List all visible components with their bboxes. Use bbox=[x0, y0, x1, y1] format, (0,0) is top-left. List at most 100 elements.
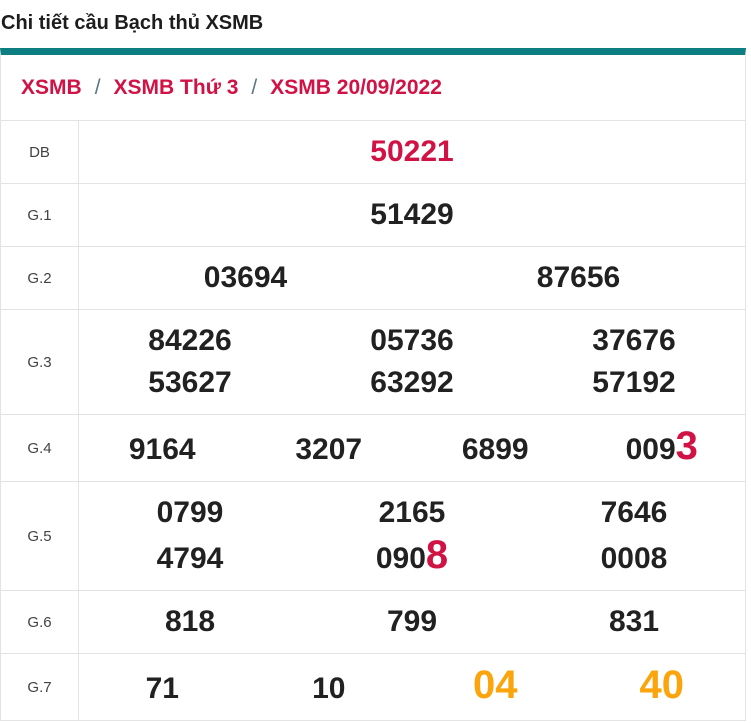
prize-value: 37676 bbox=[523, 322, 745, 360]
results-panel: XSMB / XSMB Thứ 3 / XSMB 20/09/2022 DB 50221 G… bbox=[0, 48, 746, 721]
prize-digit-group: 3207 bbox=[295, 433, 363, 466]
prize-value: 03694 bbox=[79, 259, 412, 297]
prize-digit-group: 009 bbox=[625, 433, 676, 466]
prize-row-label: G.4 bbox=[1, 415, 79, 481]
prize-line: 53627 63292 57192 bbox=[79, 364, 745, 402]
breadcrumb-link[interactable]: XSMB bbox=[21, 75, 82, 99]
prize-value: 799 bbox=[301, 603, 523, 641]
breadcrumb-separator: / bbox=[251, 75, 258, 99]
breadcrumb-link[interactable]: XSMB 20/09/2022 bbox=[270, 75, 442, 99]
prize-row-label: DB bbox=[1, 121, 79, 183]
prize-value: 84226 bbox=[79, 322, 301, 360]
prize-row-values: 84226 05736 37676 53627 63292 57192 bbox=[79, 310, 745, 414]
prize-value: 51429 bbox=[79, 196, 745, 234]
prize-digit-group: 04 bbox=[473, 663, 518, 707]
prize-digit-group: 4794 bbox=[156, 542, 224, 575]
prize-digit-group: 7646 bbox=[600, 496, 668, 529]
prize-digit-group: 0008 bbox=[600, 542, 668, 575]
prize-row: DB 50221 bbox=[1, 120, 745, 183]
prize-digit-group: 05736 bbox=[370, 324, 454, 357]
prize-row-values: 03694 87656 bbox=[79, 247, 745, 309]
prize-digit-group: 2165 bbox=[378, 496, 446, 529]
prize-row-label: G.7 bbox=[1, 654, 79, 720]
prize-value: 6899 bbox=[412, 431, 579, 469]
prize-row-values: 71 10 04 40 bbox=[79, 654, 745, 720]
prize-digit-group: 57192 bbox=[592, 366, 676, 399]
prize-digit-group: 0799 bbox=[156, 496, 224, 529]
prize-value: 05736 bbox=[301, 322, 523, 360]
page: Chi tiết cầu Bạch thủ XSMB XSMB / XSMB Thứ… bbox=[0, 11, 751, 721]
prize-digit-group: 37676 bbox=[592, 324, 676, 357]
prize-row-label: G.3 bbox=[1, 310, 79, 414]
prize-row: G.2 03694 87656 bbox=[1, 246, 745, 309]
prize-digit-group: 03694 bbox=[203, 261, 288, 294]
prize-value: 10 bbox=[246, 670, 413, 708]
prize-digit-group: 3 bbox=[675, 424, 698, 468]
prize-digit-group: 818 bbox=[164, 605, 216, 638]
prize-digit-group: 50221 bbox=[370, 135, 454, 168]
prize-line: 0799 2165 7646 bbox=[79, 494, 745, 532]
prize-row-values: 50221 bbox=[79, 121, 745, 183]
prize-value: 57192 bbox=[523, 364, 745, 402]
prize-digit-group: 84226 bbox=[148, 324, 232, 357]
prize-value: 40 bbox=[579, 663, 746, 708]
prize-digit-group: 831 bbox=[608, 605, 660, 638]
prize-row-values: 51429 bbox=[79, 184, 745, 246]
breadcrumb-link[interactable]: XSMB Thứ 3 bbox=[113, 75, 239, 99]
prize-line: 50221 bbox=[79, 133, 745, 171]
prize-value: 0093 bbox=[579, 424, 746, 469]
prize-value: 2165 bbox=[301, 494, 523, 532]
prize-digit-group: 10 bbox=[312, 672, 346, 705]
prize-value: 818 bbox=[79, 603, 301, 641]
prize-value: 4794 bbox=[79, 540, 301, 578]
prize-line: 71 10 04 40 bbox=[79, 663, 746, 708]
prize-value: 53627 bbox=[79, 364, 301, 402]
prize-digit-group: 51429 bbox=[370, 198, 454, 231]
prize-row-values: 0799 2165 7646 4794 0908 0008 bbox=[79, 482, 745, 590]
prize-digit-group: 6899 bbox=[461, 433, 529, 466]
prize-digit-group: 40 bbox=[639, 663, 685, 707]
prize-value: 71 bbox=[79, 670, 246, 708]
prize-digit-group: 87656 bbox=[536, 261, 621, 294]
prize-value: 63292 bbox=[301, 364, 523, 402]
prize-digit-group: 9164 bbox=[128, 433, 196, 466]
prize-row-values: 818 799 831 bbox=[79, 591, 745, 653]
prize-value: 9164 bbox=[79, 431, 246, 469]
prize-value: 0908 bbox=[301, 533, 523, 578]
prize-value: 04 bbox=[412, 663, 579, 708]
prize-row: G.3 84226 05736 37676 53627 63292 57192 bbox=[1, 309, 745, 414]
prize-value: 3207 bbox=[246, 431, 413, 469]
prize-line: 818 799 831 bbox=[79, 603, 745, 641]
prize-digit-group: 63292 bbox=[370, 366, 454, 399]
prize-row-label: G.2 bbox=[1, 247, 79, 309]
prize-row-label: G.5 bbox=[1, 482, 79, 590]
prize-value: 50221 bbox=[79, 133, 745, 171]
prize-row: G.5 0799 2165 7646 4794 0908 0008 bbox=[1, 481, 745, 590]
prize-value: 831 bbox=[523, 603, 745, 641]
breadcrumb: XSMB / XSMB Thứ 3 / XSMB 20/09/2022 bbox=[1, 55, 745, 120]
page-title: Chi tiết cầu Bạch thủ XSMB bbox=[1, 12, 264, 34]
prize-row-label: G.1 bbox=[1, 184, 79, 246]
prize-digit-group: 71 bbox=[145, 672, 179, 705]
prize-row-values: 9164 3207 6899 0093 bbox=[79, 415, 745, 481]
prize-row: G.1 51429 bbox=[1, 183, 745, 246]
prize-line: 9164 3207 6899 0093 bbox=[79, 424, 746, 469]
prize-row: G.6 818 799 831 bbox=[1, 590, 745, 653]
prize-value: 7646 bbox=[523, 494, 745, 532]
prize-row-label: G.6 bbox=[1, 591, 79, 653]
prize-line: 51429 bbox=[79, 196, 745, 234]
prize-digit-group: 799 bbox=[386, 605, 438, 638]
prize-value: 0799 bbox=[79, 494, 301, 532]
prize-line: 84226 05736 37676 bbox=[79, 322, 745, 360]
prize-row: G.7 71 10 04 40 bbox=[1, 653, 745, 720]
prize-value: 0008 bbox=[523, 540, 745, 578]
prize-line: 03694 87656 bbox=[79, 259, 745, 297]
prize-value: 87656 bbox=[412, 259, 745, 297]
prize-row: G.4 9164 3207 6899 0093 bbox=[1, 414, 745, 481]
prize-digit-group: 8 bbox=[425, 533, 449, 577]
prize-line: 4794 0908 0008 bbox=[79, 533, 745, 578]
prize-table: DB 50221 G.1 51429 G.2 03694 87656 G.3 84226 0573… bbox=[1, 120, 745, 720]
prize-digit-group: 53627 bbox=[148, 366, 232, 399]
prize-digit-group: 090 bbox=[375, 542, 426, 575]
breadcrumb-separator: / bbox=[94, 75, 101, 99]
